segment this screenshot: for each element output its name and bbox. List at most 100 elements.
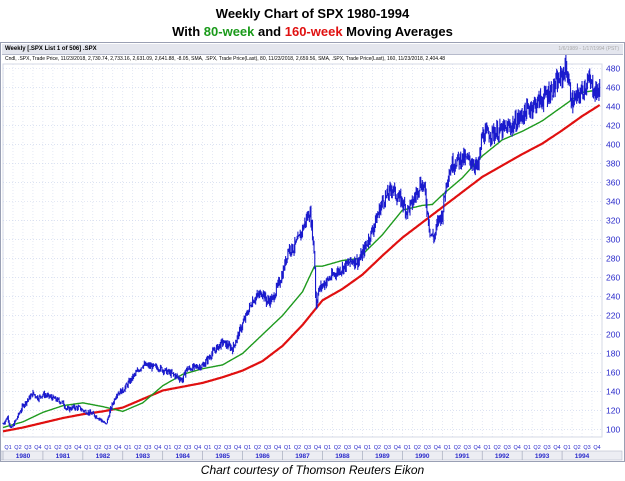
quarter-label: Q3 <box>144 445 151 451</box>
chart-caption: Chart courtesy of Thomson Reuters Eikon <box>200 463 425 477</box>
quarter-label: Q4 <box>593 445 600 451</box>
title-160-week: 160-week <box>284 24 343 39</box>
y-tick-label-320: 320 <box>606 216 620 226</box>
panel-header: Weekly [.SPX List 1 of 506] .SPX 1/6/198… <box>2 44 623 55</box>
y-tick-label-160: 160 <box>606 367 620 377</box>
year-label-1993: 1993 <box>535 453 550 460</box>
quarter-label: Q3 <box>424 445 431 451</box>
sma160-layer <box>2 104 601 433</box>
title-80-week: 80-week <box>203 24 255 39</box>
quarter-label: Q1 <box>444 445 451 451</box>
year-row <box>0 450 623 461</box>
quarter-label: Q3 <box>344 445 351 451</box>
quarter-label: Q1 <box>244 445 251 451</box>
year-label-1990: 1990 <box>415 453 430 460</box>
chart-title-line2: With 80-week and 160-week Moving Average… <box>0 24 625 39</box>
year-label-1981: 1981 <box>56 453 71 460</box>
y-tick-label-180: 180 <box>606 348 620 358</box>
y-tick-label-200: 200 <box>606 329 620 339</box>
y-tick-label-300: 300 <box>606 235 620 245</box>
quarter-label: Q4 <box>234 445 241 451</box>
quarter-label: Q3 <box>304 445 311 451</box>
y-tick-label-140: 140 <box>606 386 620 396</box>
x-axis: Q1 Q2 Q3 Q4 Q1 Q2 Q3 Q4 Q1 Q2 Q3 Q4 Q1 Q2 Q3 Q4 Q1 Q2 Q3 Q4… <box>0 445 623 461</box>
y-tick-label-240: 240 <box>606 292 620 302</box>
quarter-label: Q4 <box>314 445 321 451</box>
quarter-label: Q1 <box>44 445 51 451</box>
quarter-label: Q1 <box>324 445 331 451</box>
quarter-label: Q4 <box>34 445 41 451</box>
quarter-label: Q4 <box>74 445 81 451</box>
quarter-label: Q1 <box>404 445 411 451</box>
year-label-1987: 1987 <box>295 453 310 460</box>
quarter-label: Q1 <box>164 445 171 451</box>
sma160-line <box>2 104 601 433</box>
title-mid: and <box>254 24 285 39</box>
year-label-1984: 1984 <box>175 453 190 460</box>
quarter-label: Q3 <box>184 445 191 451</box>
quarter-label: Q4 <box>474 445 481 451</box>
panel-label: Weekly [.SPX List 1 of 506] .SPX <box>5 46 97 52</box>
quarter-label: Q3 <box>464 445 471 451</box>
quarter-label: Q3 <box>64 445 71 451</box>
quarter-label: Q3 <box>104 445 111 451</box>
quarter-label: Q4 <box>354 445 361 451</box>
quarter-label: Q1 <box>284 445 291 451</box>
y-tick-label-260: 260 <box>606 273 620 283</box>
year-label-1986: 1986 <box>255 453 270 460</box>
quarter-label: Q1 <box>204 445 211 451</box>
year-label-1991: 1991 <box>455 453 470 460</box>
quarter-label: Q1 <box>84 445 91 451</box>
year-label-1985: 1985 <box>215 453 230 460</box>
quarter-label: Q4 <box>194 445 201 451</box>
sma80-layer <box>2 89 600 429</box>
y-tick-label-220: 220 <box>606 311 620 321</box>
y-tick-label-280: 280 <box>606 254 620 264</box>
y-tick-label-120: 120 <box>606 405 620 415</box>
quarter-label: Q2 <box>174 445 181 451</box>
quarter-label: Q2 <box>134 445 141 451</box>
quarter-label: Q1 <box>4 445 11 451</box>
year-label-1988: 1988 <box>335 453 350 460</box>
quarter-label: Q2 <box>573 445 580 451</box>
quarter-label: Q2 <box>414 445 421 451</box>
quarter-label: Q2 <box>94 445 101 451</box>
sma80-line <box>2 89 600 429</box>
quarter-label: Q2 <box>334 445 341 451</box>
quarter-label: Q3 <box>583 445 590 451</box>
y-tick-label-340: 340 <box>606 197 620 207</box>
y-tick-label-420: 420 <box>606 121 620 131</box>
grid <box>2 63 603 438</box>
y-tick-label-100: 100 <box>606 424 620 434</box>
panel-date-range: 1/6/1989 - 1/17/1994 (PST) <box>558 46 619 52</box>
quarter-label: Q3 <box>384 445 391 451</box>
chart-title-line1: Weekly Chart of SPX 1980-1994 <box>215 6 410 21</box>
quarter-label: Q3 <box>503 445 510 451</box>
quarter-label: Q2 <box>214 445 221 451</box>
quarter-label: Q2 <box>14 445 21 451</box>
quarter-label: Q1 <box>563 445 570 451</box>
quarter-label: Q2 <box>454 445 461 451</box>
quarter-label: Q3 <box>224 445 231 451</box>
quarter-label: Q2 <box>533 445 540 451</box>
quarter-label: Q2 <box>254 445 261 451</box>
quarter-label: Q3 <box>264 445 271 451</box>
quarter-label: Q1 <box>484 445 491 451</box>
quarter-label: Q4 <box>114 445 121 451</box>
quarter-label: Q4 <box>513 445 520 451</box>
year-label-1982: 1982 <box>96 453 111 460</box>
quarter-label: Q4 <box>154 445 161 451</box>
quarter-label: Q1 <box>364 445 371 451</box>
quarter-label: Q4 <box>394 445 401 451</box>
title-prefix: With <box>172 24 204 39</box>
y-tick-label-460: 460 <box>606 83 620 93</box>
y-axis: 100 120 140 160 180 200 220 240 260 280 300 320 340 3… <box>606 64 620 435</box>
quarter-label: Q4 <box>553 445 560 451</box>
y-tick-label-400: 400 <box>606 140 620 150</box>
quarter-label: Q2 <box>494 445 501 451</box>
year-label-1992: 1992 <box>495 453 510 460</box>
quarter-label: Q2 <box>54 445 61 451</box>
y-tick-label-480: 480 <box>606 64 620 74</box>
year-label-1983: 1983 <box>136 453 151 460</box>
quarter-label: Q2 <box>374 445 381 451</box>
